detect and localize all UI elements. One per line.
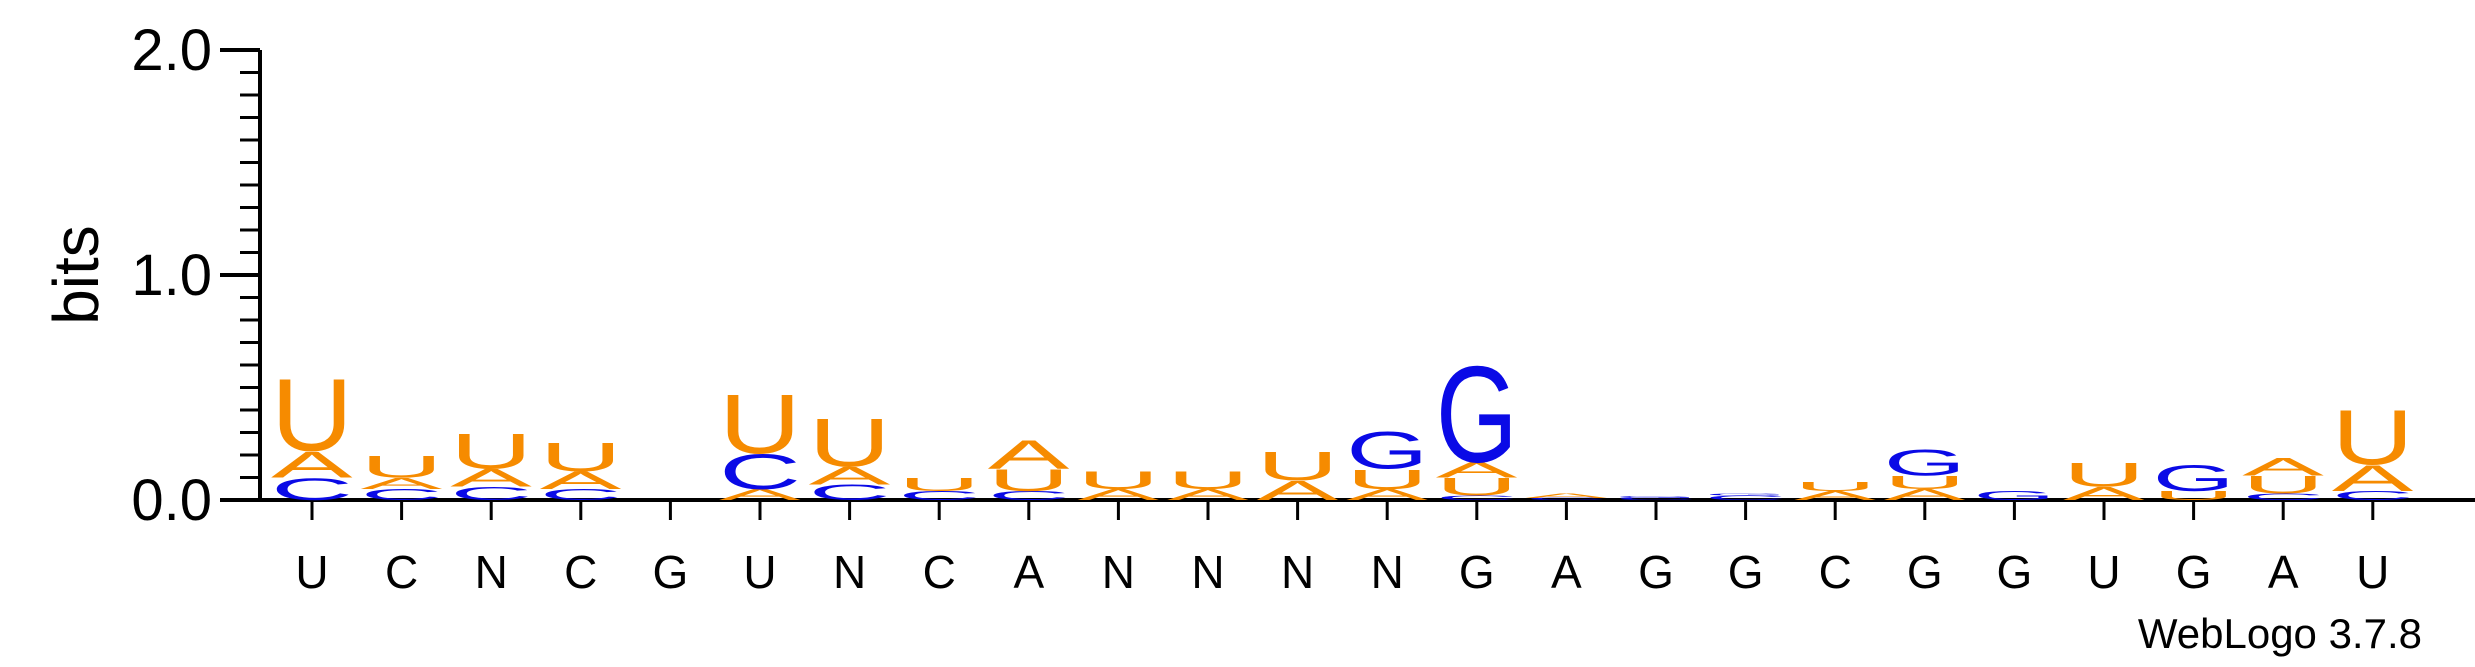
logo-glyph-C: C xyxy=(1705,494,1787,501)
x-tick-label: G xyxy=(1638,546,1674,598)
y-tick-label-2: 2.0 xyxy=(131,18,212,83)
x-tick-label: N xyxy=(1102,546,1135,598)
x-tick-label: C xyxy=(385,546,418,598)
logo-glyph-U: U xyxy=(1167,467,1249,495)
logo-glyph-C: C xyxy=(450,483,532,504)
x-tick-label: U xyxy=(2087,546,2120,598)
logo-glyph-A: A xyxy=(1077,486,1160,503)
logo-glyph-A: A xyxy=(1525,492,1607,499)
logo-glyph-A: A xyxy=(1794,489,1876,503)
x-tick-label: N xyxy=(1191,546,1224,598)
logo-glyph-U: U xyxy=(898,474,980,495)
logo-glyph-C: C xyxy=(361,486,443,503)
logo-glyph-U: U xyxy=(2332,393,2414,480)
x-tick-label: U xyxy=(2356,546,2389,598)
x-tick-label: G xyxy=(1459,546,1495,598)
logo-glyph-C: C xyxy=(719,444,801,500)
logo-glyph-A: A xyxy=(2242,453,2324,481)
y-axis: 0.0 1.0 2.0 bits xyxy=(40,18,262,533)
logo-glyph-C: C xyxy=(988,489,1070,503)
weblogo-credit: WebLogo 3.7.8 xyxy=(2138,610,2422,657)
logo-glyph-U: U xyxy=(2153,489,2235,503)
logo-glyph-A: A xyxy=(1346,486,1429,503)
x-tick-label: A xyxy=(1013,546,1044,598)
logo-glyph-A: A xyxy=(361,475,444,492)
logo-glyph-A: A xyxy=(809,462,891,490)
x-axis-ticks: U C N C G U N C A N N N N G A G G C G G U G A U xyxy=(295,500,2389,598)
logo-glyph-C: C xyxy=(809,480,891,504)
logo-glyph-U: U xyxy=(1346,463,1428,495)
logo-glyph-A: A xyxy=(2063,483,2145,504)
x-tick-label: C xyxy=(564,546,597,598)
y-tick-label-0: 0.0 xyxy=(131,468,212,533)
logo-glyph-G: G xyxy=(1973,489,2055,503)
logo-glyph-U: U xyxy=(1794,480,1876,494)
logo-glyph-A: A xyxy=(988,432,1070,477)
logo-glyph-U: U xyxy=(809,404,891,481)
x-tick-label: G xyxy=(653,546,689,598)
logo-glyph-U: U xyxy=(361,449,443,484)
logo-glyph-G: G xyxy=(1884,441,1966,483)
logo-glyph-U: U xyxy=(271,357,353,472)
x-tick-label: U xyxy=(743,546,776,598)
logo-glyph-A: A xyxy=(1436,458,1518,483)
logo-glyph-C: C xyxy=(2332,489,2414,503)
logo-glyph-C: C xyxy=(1525,497,1607,501)
x-tick-label: N xyxy=(475,546,508,598)
logo-glyph-C: C xyxy=(540,486,622,503)
x-tick-label: N xyxy=(1371,546,1404,598)
logo-glyph-U: U xyxy=(719,377,801,471)
y-axis-label: bits xyxy=(40,225,112,325)
logo-glyph-G: G xyxy=(1346,420,1428,480)
logo-glyph-U: U xyxy=(2242,471,2324,499)
x-tick-label: N xyxy=(1281,546,1314,598)
y-axis-minor-ticks xyxy=(240,71,260,479)
logo-glyph-U: U xyxy=(988,463,1070,498)
x-tick-label: U xyxy=(295,546,328,598)
logo-glyph-C: C xyxy=(2242,492,2324,502)
logo-glyph-U: U xyxy=(450,423,532,479)
logo-glyph-U: U xyxy=(2063,455,2145,494)
logo-glyph-U: U xyxy=(1077,467,1159,495)
logo-glyph-C: C xyxy=(1436,494,1518,501)
x-tick-label: G xyxy=(1997,546,2033,598)
x-tick-label: G xyxy=(1728,546,1764,598)
logo-glyph-G: G xyxy=(1705,493,1787,496)
logo-glyph-G: G xyxy=(1436,337,1518,491)
logo-glyph-A: A xyxy=(540,466,622,494)
logo-glyph-A: A xyxy=(1167,486,1250,503)
x-tick-label: C xyxy=(1819,546,1852,598)
x-tick-label: G xyxy=(1907,546,1943,598)
x-tick-label: A xyxy=(1551,546,1582,598)
logo-glyph-U: U xyxy=(1884,472,1966,493)
logo-glyph-A: A xyxy=(2332,457,2414,499)
x-tick-label: G xyxy=(2176,546,2212,598)
logo-glyph-G: G xyxy=(1615,495,1697,498)
logo-glyph-A: A xyxy=(450,464,532,492)
logo-glyph-C: C xyxy=(898,489,980,503)
logo-glyph-U: U xyxy=(1436,473,1518,501)
logo-glyph-U: U xyxy=(540,435,622,480)
logo-glyph-A: A xyxy=(1884,486,1967,503)
logo-glyph-A: A xyxy=(719,486,802,503)
logo-glyph-U: U xyxy=(1257,444,1339,489)
logo-glyph-A: A xyxy=(1257,475,1340,506)
logo-glyph-A: A xyxy=(271,444,353,486)
logo-glyph-C: C xyxy=(1615,497,1697,501)
logo-glyph-C: C xyxy=(271,472,353,507)
x-tick-label: N xyxy=(833,546,866,598)
x-tick-label: C xyxy=(923,546,956,598)
y-tick-label-1: 1.0 xyxy=(131,243,212,308)
x-tick-label: A xyxy=(2268,546,2299,598)
logo-glyph-G: G xyxy=(2153,457,2235,499)
